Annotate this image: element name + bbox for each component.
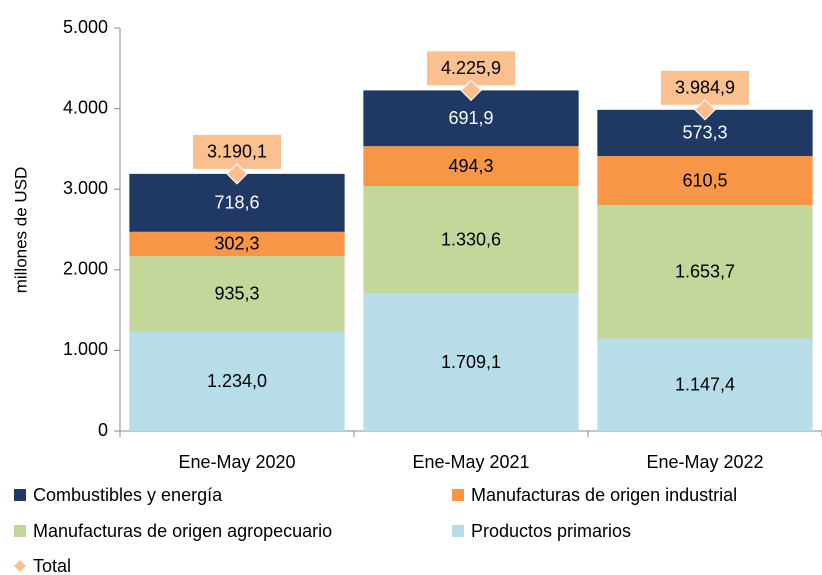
y-tick-label: 3.000: [63, 178, 108, 198]
total-label: 3.190,1: [207, 142, 267, 162]
value-label: 1.330,6: [441, 229, 501, 249]
x-tick-label: Ene-May 2021: [412, 452, 529, 472]
bar-segment: [597, 338, 813, 431]
legend-swatch: [452, 525, 464, 537]
value-label: 610,5: [682, 170, 727, 190]
value-label: 1.147,4: [675, 375, 735, 395]
legend-label: Manufacturas de origen agropecuario: [33, 521, 332, 541]
value-label: 1.234,0: [207, 371, 267, 391]
total-marker: [226, 163, 248, 185]
legend-label: Total: [33, 556, 71, 575]
y-tick-label: 2.000: [63, 259, 108, 279]
value-label: 1.653,7: [675, 262, 735, 282]
bar-segment: [597, 205, 813, 339]
value-label: 1.709,1: [441, 352, 501, 372]
y-tick-label: 5.000: [63, 17, 108, 37]
y-tick-label: 0: [98, 420, 108, 440]
value-label: 302,3: [214, 234, 259, 254]
legend-swatch: [14, 489, 26, 501]
bar-segment: [363, 293, 579, 431]
bar-segment: [597, 156, 813, 206]
bar-segment: [363, 146, 579, 187]
bar-segment: [129, 331, 345, 431]
legend-swatch: [14, 560, 26, 572]
value-label: 935,3: [214, 284, 259, 304]
value-label: 691,9: [448, 108, 493, 128]
legend-label: Combustibles y energía: [33, 485, 223, 505]
y-tick-label: 1.000: [63, 339, 108, 359]
value-label: 718,6: [214, 193, 259, 213]
value-label: 573,3: [682, 123, 727, 143]
y-tick-label: 4.000: [63, 97, 108, 117]
total-label: 4.225,9: [441, 58, 501, 78]
legend-swatch: [14, 525, 26, 537]
legend-label: Productos primarios: [471, 521, 631, 541]
bar-segment: [129, 231, 345, 257]
x-tick-label: Ene-May 2020: [178, 452, 295, 472]
legend-label: Manufacturas de origen industrial: [471, 485, 737, 505]
total-marker: [694, 99, 716, 121]
x-tick-label: Ene-May 2022: [646, 452, 763, 472]
total-label: 3.984,9: [675, 78, 735, 98]
legend-swatch: [452, 489, 464, 501]
bar-segment: [363, 186, 579, 294]
y-axis-title: millones de USD: [11, 167, 30, 294]
value-label: 494,3: [448, 156, 493, 176]
total-marker: [460, 79, 482, 102]
bar-segment: [129, 256, 345, 332]
